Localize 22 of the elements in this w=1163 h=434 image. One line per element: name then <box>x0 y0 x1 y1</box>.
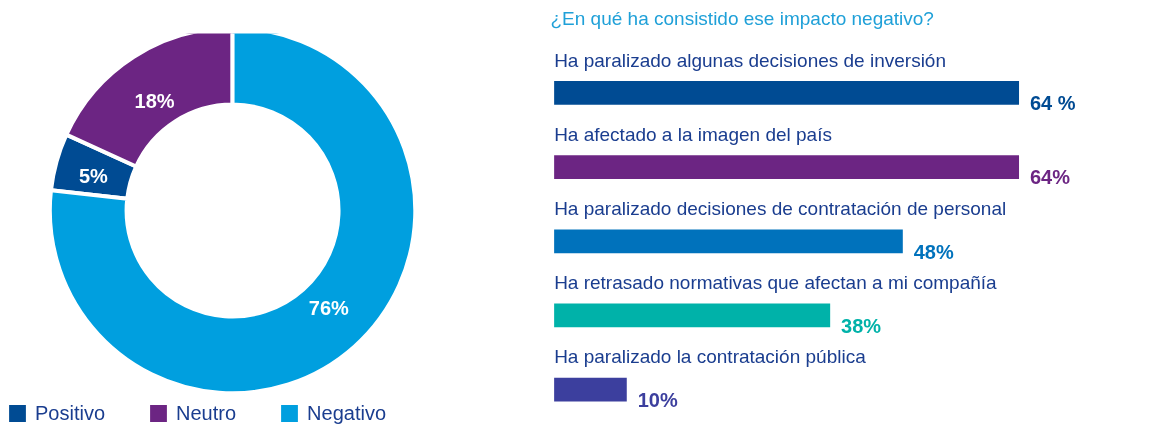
y-tick-label: Ha retrasado normativas que afectan a mi compañía <box>554 272 998 294</box>
y-tick-label: Ha paralizado decisiones de contratación de personal <box>554 198 1007 220</box>
legend-label: Negativo <box>307 401 386 425</box>
data-label: 64% <box>1029 166 1071 189</box>
legend-label: Neutro <box>176 401 237 425</box>
data-label: 18% <box>134 89 175 112</box>
bar <box>554 155 1020 179</box>
y-tick-label: Ha paralizado la contratación pública <box>554 346 867 368</box>
bar <box>554 377 627 402</box>
bar <box>554 80 1020 105</box>
y-tick-label: Ha afectado a la imagen del país <box>554 123 832 145</box>
data-label: 48% <box>913 240 954 263</box>
legend-label: Positivo <box>35 401 106 425</box>
data-label: 38% <box>841 314 882 337</box>
chart-title: ¿En qué ha consistido ese impacto negativo? <box>550 7 934 29</box>
y-tick-label: Ha paralizado algunas decisiones de inversión <box>554 49 946 71</box>
data-label: 64 % <box>1029 92 1076 115</box>
bar <box>554 229 903 254</box>
bar <box>554 303 831 328</box>
data-label: 10% <box>637 389 678 412</box>
data-label: 5% <box>78 164 109 187</box>
data-label: 76% <box>308 296 350 319</box>
